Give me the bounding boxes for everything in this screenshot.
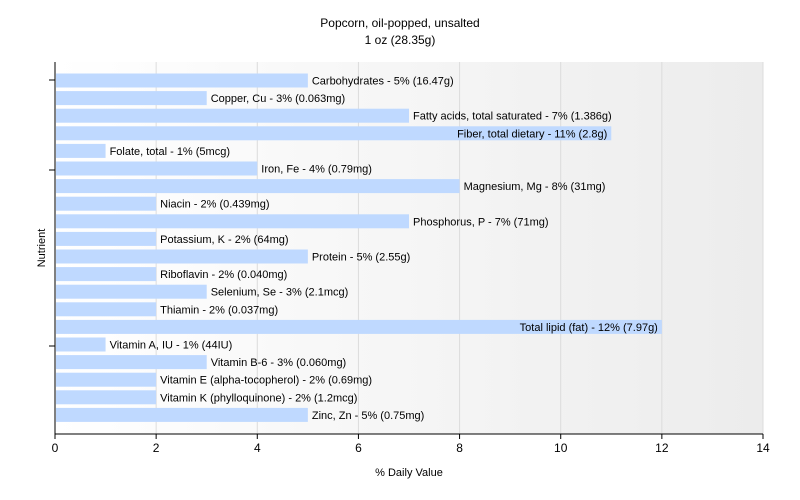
bar-label-3: Fiber, total dietary - 11% (2.8g)	[457, 128, 607, 140]
x-tick-label: 6	[355, 441, 362, 455]
x-axis-ticks: 0 2 4 6 8 10 12 14	[52, 434, 770, 455]
x-tick-label: 12	[655, 441, 669, 455]
bar-label-1: Copper, Cu - 3% (0.063mg)	[211, 93, 346, 105]
bar-label-18: Vitamin K (phylloquinone) - 2% (1.2mcg)	[160, 392, 357, 404]
x-tick-label: 0	[52, 441, 59, 455]
bar-label-5: Iron, Fe - 4% (0.79mg)	[261, 164, 372, 176]
bar-label-12: Selenium, Se - 3% (2.1mcg)	[211, 287, 349, 299]
bar-2	[56, 108, 409, 123]
bar-14	[56, 319, 662, 334]
bar-label-14: Total lipid (fat) - 12% (7.97g)	[520, 322, 658, 334]
bar-label-11: Riboflavin - 2% (0.040mg)	[160, 269, 287, 281]
bar-label-19: Zinc, Zn - 5% (0.75mg)	[312, 410, 424, 422]
bar-1	[56, 91, 207, 106]
x-tick-label: 10	[554, 441, 568, 455]
bar-label-6: Magnesium, Mg - 8% (31mg)	[464, 181, 606, 193]
bar-label-15: Vitamin A, IU - 1% (44IU)	[110, 340, 233, 352]
bar-18	[56, 390, 157, 405]
bar-label-2: Fatty acids, total saturated - 7% (1.386…	[413, 111, 612, 123]
chart-subtitle: 1 oz (28.35g)	[365, 33, 436, 47]
bar-label-13: Thiamin - 2% (0.037mg)	[160, 304, 278, 316]
bar-6	[56, 179, 460, 194]
bar-17	[56, 372, 157, 387]
bar-7	[56, 196, 157, 211]
bar-label-16: Vitamin B-6 - 3% (0.060mg)	[211, 357, 347, 369]
bar-label-10: Protein - 5% (2.55g)	[312, 252, 410, 264]
y-axis-title: Nutrient	[36, 229, 48, 268]
bar-9	[56, 231, 157, 246]
chart-title: Popcorn, oil-popped, unsalted	[320, 16, 479, 30]
grid-lines	[155, 62, 764, 434]
bar-label-8: Phosphorus, P - 7% (71mg)	[413, 216, 549, 228]
bar-16	[56, 355, 207, 370]
x-tick-label: 4	[254, 441, 261, 455]
x-tick-label: 8	[456, 441, 463, 455]
bar-label-0: Carbohydrates - 5% (16.47g)	[312, 76, 454, 88]
bar-3	[56, 126, 612, 141]
bar-4	[56, 143, 106, 158]
bar-13	[56, 302, 157, 317]
plot-area	[55, 62, 763, 434]
bar-label-4: Folate, total - 1% (5mcg)	[110, 146, 230, 158]
bar-10	[56, 249, 308, 264]
bar-label-9: Potassium, K - 2% (64mg)	[160, 234, 288, 246]
bar-19	[56, 407, 308, 422]
x-tick-label: 14	[756, 441, 770, 455]
bar-5	[56, 161, 258, 176]
bar-0	[56, 73, 308, 88]
bar-labels: Carbohydrates - 5% (16.47g) Copper, Cu - …	[110, 76, 658, 422]
bar-11	[56, 267, 157, 282]
bar-label-7: Niacin - 2% (0.439mg)	[160, 199, 269, 211]
bar-label-17: Vitamin E (alpha-tocopherol) - 2% (0.69m…	[160, 375, 372, 387]
x-tick-label: 2	[153, 441, 160, 455]
x-axis-title: % Daily Value	[375, 467, 443, 479]
bar-15	[56, 337, 106, 352]
bars	[56, 73, 662, 422]
bar-12	[56, 284, 207, 299]
bar-8	[56, 214, 409, 229]
